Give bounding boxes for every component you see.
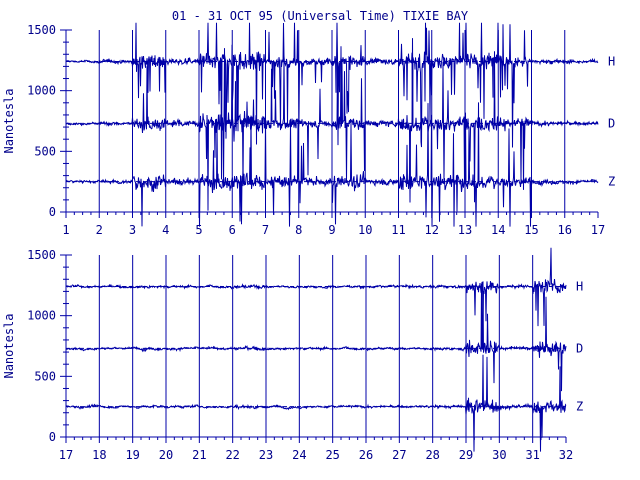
x-tick-label: 4	[162, 223, 169, 237]
series-line-z	[66, 354, 567, 452]
x-tick-label: 15	[524, 223, 538, 237]
series-line-z	[65, 102, 599, 227]
series-label-h: H	[576, 280, 583, 294]
y-tick-label: 500	[34, 369, 56, 383]
y-axis-label: Nanotesla	[2, 88, 16, 153]
series-label-z: Z	[608, 175, 615, 189]
x-tick-label: 16	[558, 223, 572, 237]
series-label-d: D	[608, 116, 615, 130]
y-tick-label: 1000	[27, 84, 56, 98]
x-tick-label: 26	[359, 448, 373, 462]
x-tick-label: 31	[525, 448, 539, 462]
x-tick-label: 19	[125, 448, 139, 462]
x-tick-label: 22	[225, 448, 239, 462]
x-tick-label: 30	[492, 448, 506, 462]
x-tick-label: 17	[59, 448, 73, 462]
y-tick-label: 1500	[27, 23, 56, 37]
x-tick-label: 2	[96, 223, 103, 237]
x-tick-label: 6	[229, 223, 236, 237]
x-tick-label: 24	[292, 448, 306, 462]
x-tick-label: 5	[195, 223, 202, 237]
series-line-h	[65, 22, 599, 180]
x-tick-label: 21	[192, 448, 206, 462]
y-tick-label: 1500	[27, 248, 56, 262]
x-tick-label: 13	[458, 223, 472, 237]
series-label-z: Z	[576, 400, 583, 414]
x-tick-label: 20	[159, 448, 173, 462]
series-label-h: H	[608, 55, 615, 69]
series-label-d: D	[576, 341, 583, 355]
x-tick-label: 28	[425, 448, 439, 462]
x-tick-label: 18	[92, 448, 106, 462]
y-axis-label: Nanotesla	[2, 313, 16, 378]
x-tick-label: 29	[459, 448, 473, 462]
x-tick-label: 3	[129, 223, 136, 237]
x-tick-label: 23	[259, 448, 273, 462]
y-tick-label: 0	[49, 205, 56, 219]
y-tick-label: 500	[34, 144, 56, 158]
y-tick-label: 0	[49, 430, 56, 444]
x-tick-label: 27	[392, 448, 406, 462]
series-line-d	[65, 281, 567, 392]
x-tick-label: 32	[559, 448, 573, 462]
x-tick-label: 8	[295, 223, 302, 237]
x-tick-label: 25	[325, 448, 339, 462]
x-tick-label: 7	[262, 223, 269, 237]
x-tick-label: 1	[62, 223, 69, 237]
x-tick-label: 14	[491, 223, 505, 237]
series-line-d	[65, 38, 599, 211]
chart-title: 01 - 31 OCT 95 (Universal Time) TIXIE BA…	[172, 9, 469, 23]
x-tick-label: 9	[328, 223, 335, 237]
panel-2: 0 500 1000 1500 17 18 19 20 21 22 23 24 25 26 27 28 29 30…	[2, 247, 583, 462]
y-tick-label: 1000	[27, 309, 56, 323]
x-tick-label: 12	[425, 223, 439, 237]
series-line-h	[65, 247, 567, 327]
x-tick-label: 10	[358, 223, 372, 237]
x-tick-label: 17	[591, 223, 605, 237]
x-tick-label: 11	[391, 223, 405, 237]
